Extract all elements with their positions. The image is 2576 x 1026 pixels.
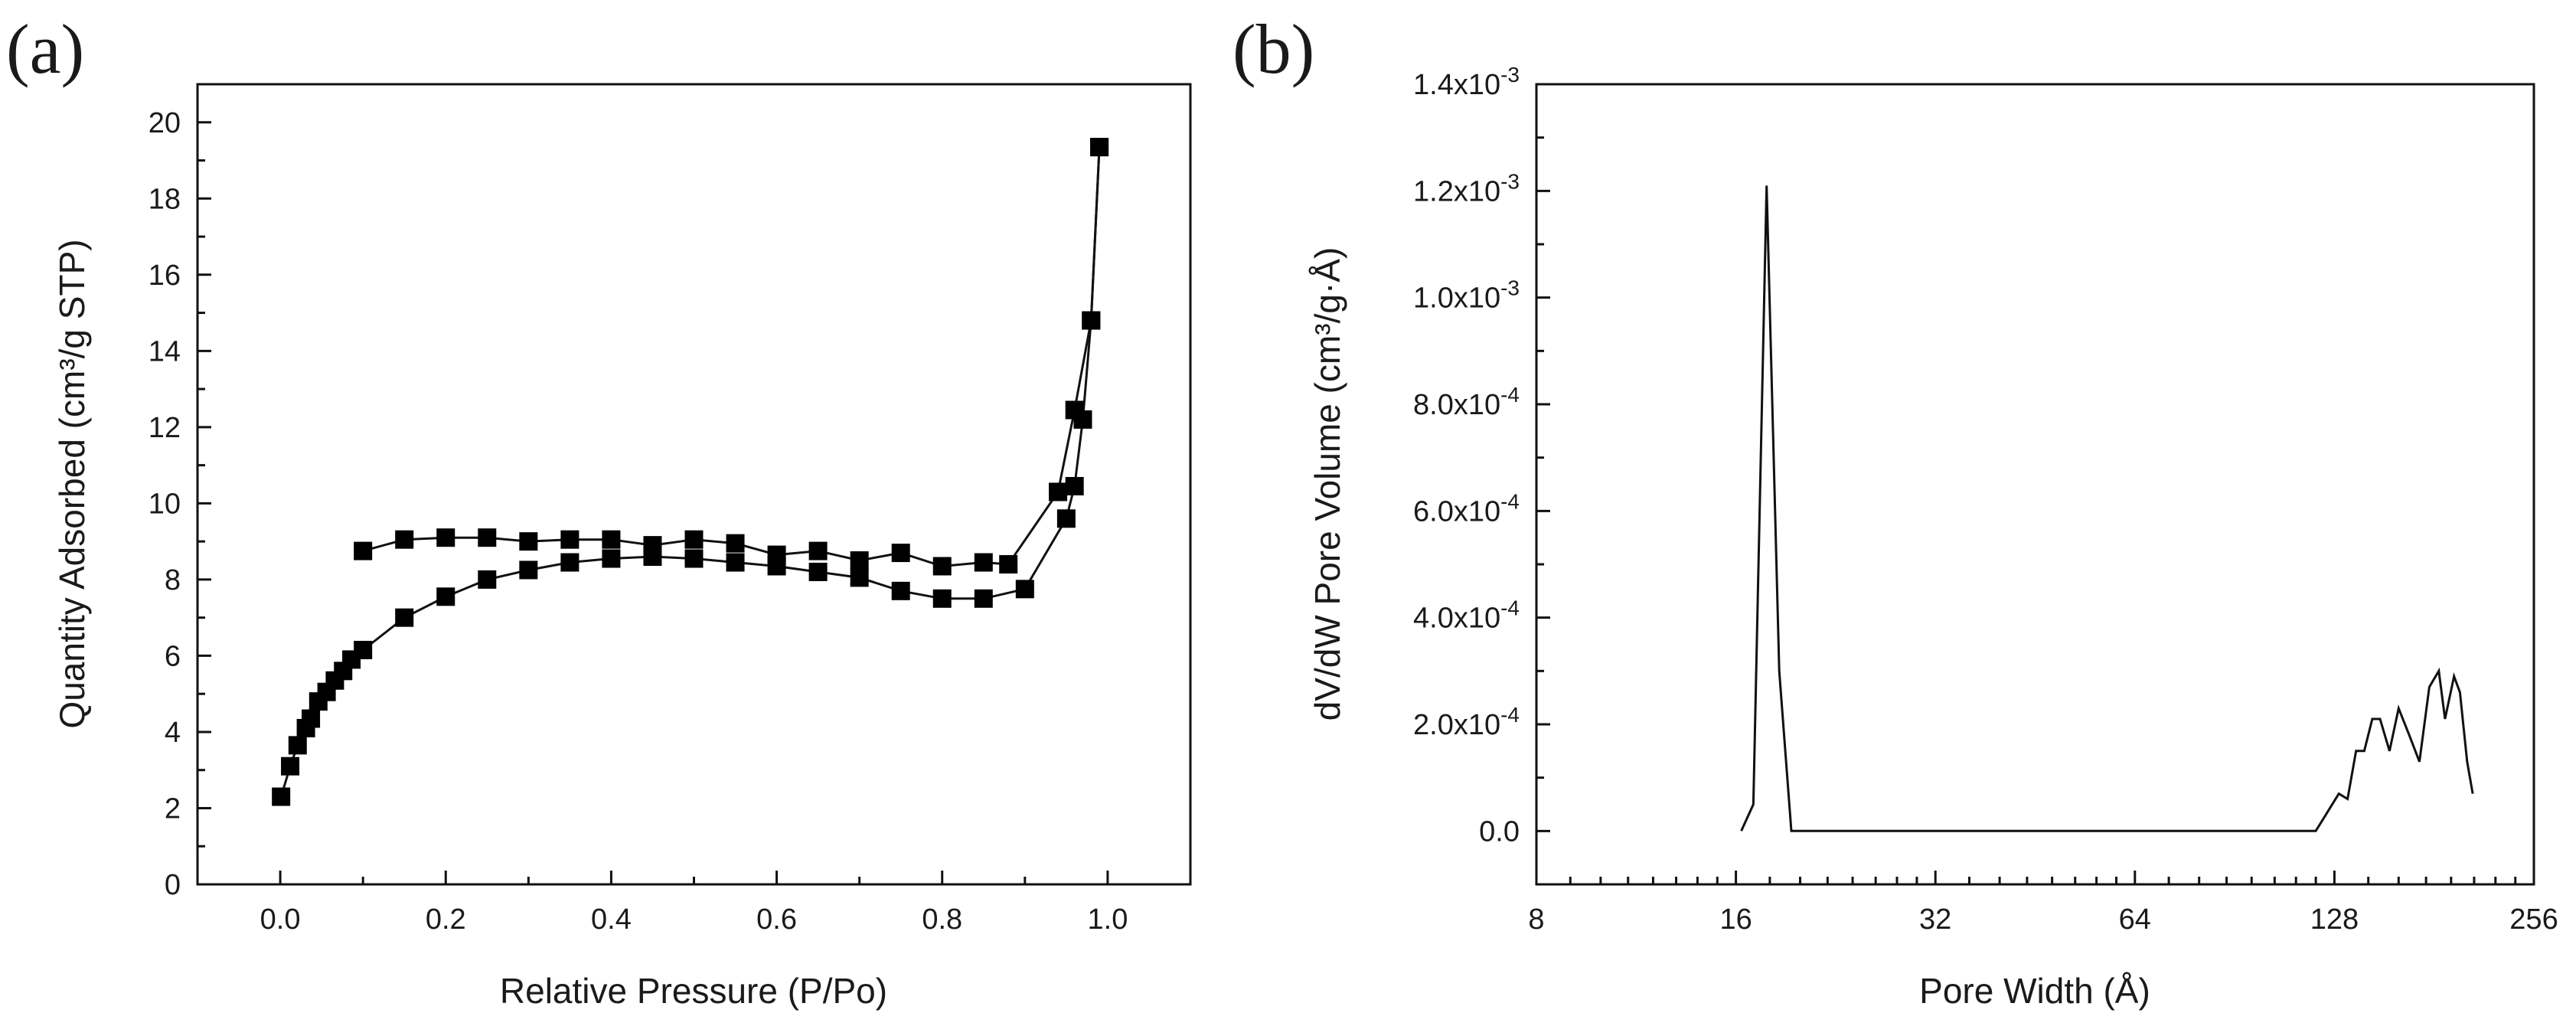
panel-a-label: (a) xyxy=(6,10,84,88)
panel-a-desorption-point xyxy=(395,530,414,549)
panel-a-adsorption-point xyxy=(684,549,704,568)
panel-a-adsorption-line xyxy=(279,147,1101,797)
panel-a-y-tick-label: 6 xyxy=(165,640,181,672)
panel-a-y-tick-label: 10 xyxy=(149,488,181,520)
panel-b-x-tick-label: 256 xyxy=(2509,903,2558,936)
panel-b-y-axis: 0.0 2.0x10-4 4.0x10-4 6.0x10-4 8.0x10-4 1.0x1… xyxy=(1413,63,1550,886)
panel-a-y-tick-label: 12 xyxy=(149,412,181,444)
panel-b-x-tick-label: 16 xyxy=(1719,903,1752,936)
panel-b-x-axis: 8 16 32 64 128 256 xyxy=(1528,871,2558,936)
panel-b-x-tick-label: 64 xyxy=(2119,903,2151,936)
panel-a-y-tick-label: 14 xyxy=(149,335,181,368)
panel-a-adsorption-point xyxy=(288,736,307,755)
panel-a-x-axis: 0.0 0.2 0.4 0.6 0.8 1.0 xyxy=(260,871,1128,936)
panel-a-x-tick-label: 1.0 xyxy=(1088,903,1128,936)
panel-a-adsorption-point xyxy=(932,589,952,608)
panel-a-adsorption-point xyxy=(560,553,580,572)
panel-a-desorption-point xyxy=(1065,400,1084,420)
panel-a-adsorption-point xyxy=(974,589,993,608)
panel-b-x-tick-label: 128 xyxy=(2310,903,2359,936)
panel-a-x-tick-label: 0.4 xyxy=(591,903,632,936)
panel-b-series xyxy=(1740,185,2474,832)
panel-b-x-axis-title: Pore Width (Å) xyxy=(1919,971,2150,1011)
panel-a-y-tick-label: 16 xyxy=(149,260,181,292)
panel-b-y-axis-title: dV/dW Pore Volume (cm³/g·Å) xyxy=(1308,247,1347,721)
panel-b-y-tick-label: 2.0x10-4 xyxy=(1413,703,1520,741)
panel-a-y-tick-label: 18 xyxy=(149,183,181,215)
panel-a-desorption-point xyxy=(1090,138,1109,157)
panel-b-y-tick-label: 0.0 xyxy=(1479,815,1520,848)
panel-b-y-tick-label: 4.0x10-4 xyxy=(1413,596,1520,635)
panel-a-adsorption-point xyxy=(395,608,414,627)
panel-a-desorption-point xyxy=(726,534,745,553)
panel-a-desorption-point xyxy=(560,530,580,549)
panel-a-desorption-point xyxy=(519,532,538,551)
panel-b-y-tick-label: 1.0x10-3 xyxy=(1413,276,1520,315)
panel-a-adsorption-point xyxy=(519,560,538,580)
panel-a-plot-frame xyxy=(196,83,1192,886)
panel-a-x-tick-label: 0.6 xyxy=(756,903,797,936)
panel-a-y-tick-label: 20 xyxy=(149,107,181,139)
panel-a-desorption-point xyxy=(932,557,952,576)
panel-a-adsorption-point xyxy=(281,756,300,776)
panel-b-y-tick-label: 1.2x10-3 xyxy=(1413,169,1520,207)
panel-a-x-tick-label: 0.2 xyxy=(426,903,466,936)
panel-a-adsorption-point xyxy=(272,787,291,806)
panel-a-y-tick-label: 8 xyxy=(165,564,181,596)
panel-b-distribution-line xyxy=(1740,185,2474,832)
panel-a-desorption-point xyxy=(850,551,869,570)
panel-a-adsorption-point xyxy=(436,587,455,606)
panel-a-adsorption-point xyxy=(850,568,869,587)
panel-a-desorption-point xyxy=(436,528,455,547)
panel-a-y-tick-label: 0 xyxy=(165,869,181,901)
panel-a-y-tick-label: 2 xyxy=(165,792,181,825)
panel-a-adsorption-point xyxy=(1065,476,1084,495)
panel-a-desorption-point xyxy=(602,530,621,549)
panel-b-plot-frame xyxy=(1535,83,2535,886)
panel-b-y-tick-label: 6.0x10-4 xyxy=(1413,489,1520,528)
panel-b-label: (b) xyxy=(1232,10,1314,88)
panel-a-y-tick-label: 4 xyxy=(165,717,181,749)
panel-a-adsorption-point xyxy=(354,640,373,659)
panel-a-x-tick-label: 0.8 xyxy=(922,903,962,936)
panel-a-adsorption-point xyxy=(1015,580,1034,599)
panel-a-desorption-line xyxy=(362,147,1101,568)
panel-a-desorption-point xyxy=(891,544,910,563)
panel-a-desorption-point xyxy=(354,541,373,560)
panel-b-y-tick-label: 8.0x10-4 xyxy=(1413,383,1520,421)
panel-b-x-tick-label: 8 xyxy=(1528,903,1544,936)
panel-a-desorption-point xyxy=(974,553,993,572)
panel-a-desorption-point xyxy=(999,555,1018,573)
panel-a-adsorption-point xyxy=(726,553,745,572)
panel-a-desorption-point xyxy=(1049,482,1068,502)
panel-a-adsorption-point xyxy=(602,549,621,568)
panel-b-pore-distribution: (b) 8 16 32 64 128 256 0.0 2.0x10-4 4.0x10-4 6.0… xyxy=(1232,10,2558,1011)
panel-a-series xyxy=(272,138,1109,806)
panel-b-x-tick-label: 32 xyxy=(1919,903,1951,936)
panel-a-desorption-point xyxy=(1082,311,1101,330)
panel-a-y-axis: 0 2 4 6 8 10 12 14 16 18 20 xyxy=(149,107,211,901)
panel-a-adsorption-point xyxy=(808,562,828,581)
panel-a-adsorption-point xyxy=(478,570,497,589)
panel-a-x-tick-label: 0.0 xyxy=(260,903,301,936)
panel-a-isotherm: (a) 0.0 0.2 0.4 0.6 0.8 1.0 0 2 4 6 8 10 12 14 16 18 20… xyxy=(6,10,1192,1011)
panel-a-y-axis-title: Quantity Adsorbed (cm³/g STP) xyxy=(52,239,92,728)
panel-b-y-tick-label: 1.4x10-3 xyxy=(1413,63,1520,101)
panel-a-desorption-point xyxy=(808,541,828,560)
panel-a-adsorption-point xyxy=(302,709,321,728)
panel-a-adsorption-point xyxy=(1056,509,1076,528)
panel-a-x-axis-title: Relative Pressure (P/Po) xyxy=(500,971,887,1011)
panel-a-adsorption-point xyxy=(891,581,910,600)
panel-a-desorption-point xyxy=(684,530,704,549)
panel-a-desorption-point xyxy=(478,528,497,547)
panel-a-desorption-point xyxy=(767,545,786,564)
panel-a-desorption-point xyxy=(643,536,662,555)
